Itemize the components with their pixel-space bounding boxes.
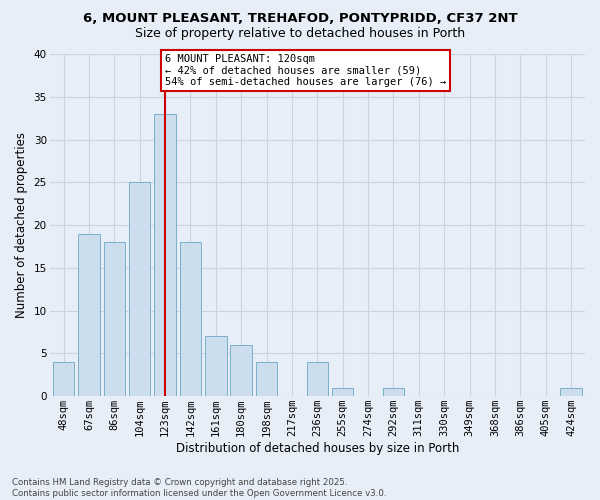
Bar xyxy=(560,388,582,396)
Bar xyxy=(78,234,100,396)
Bar xyxy=(256,362,277,396)
Text: Contains HM Land Registry data © Crown copyright and database right 2025.
Contai: Contains HM Land Registry data © Crown c… xyxy=(12,478,386,498)
Bar xyxy=(179,242,201,396)
Bar xyxy=(332,388,353,396)
Bar xyxy=(154,114,176,396)
Bar xyxy=(129,182,151,396)
Text: 6 MOUNT PLEASANT: 120sqm
← 42% of detached houses are smaller (59)
54% of semi-d: 6 MOUNT PLEASANT: 120sqm ← 42% of detach… xyxy=(165,54,446,87)
Bar xyxy=(205,336,227,396)
X-axis label: Distribution of detached houses by size in Porth: Distribution of detached houses by size … xyxy=(176,442,459,455)
Y-axis label: Number of detached properties: Number of detached properties xyxy=(15,132,28,318)
Bar xyxy=(53,362,74,396)
Bar xyxy=(104,242,125,396)
Bar xyxy=(307,362,328,396)
Bar xyxy=(383,388,404,396)
Bar xyxy=(230,345,252,396)
Text: 6, MOUNT PLEASANT, TREHAFOD, PONTYPRIDD, CF37 2NT: 6, MOUNT PLEASANT, TREHAFOD, PONTYPRIDD,… xyxy=(83,12,517,26)
Text: Size of property relative to detached houses in Porth: Size of property relative to detached ho… xyxy=(135,28,465,40)
